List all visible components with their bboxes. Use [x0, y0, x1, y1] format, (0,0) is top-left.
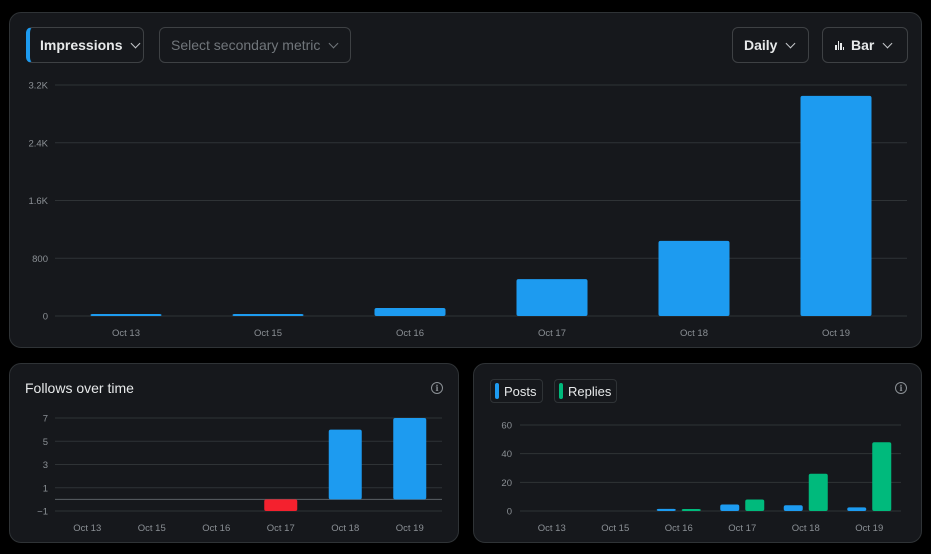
bar-replies [681, 509, 701, 511]
x-tick-label: Oct 17 [267, 523, 295, 534]
follows-chart: −1 1 3 5 7 Oct 13 Oct 15 Oct 16 Oct 17 Oct 18 Oct … [37, 414, 442, 534]
x-tick-label: Oct 18 [792, 523, 820, 534]
bar-impressions [658, 240, 730, 316]
replies-swatch [559, 383, 563, 399]
chart-type-label: Bar [851, 37, 875, 53]
x-tick-label: Oct 13 [73, 523, 101, 534]
bar-posts [720, 504, 740, 511]
x-tick-label: Oct 18 [331, 523, 359, 534]
bar-posts [783, 505, 803, 511]
bar-replies [808, 473, 828, 511]
bar-impressions [516, 279, 588, 316]
primary-metric-label: Impressions [40, 37, 123, 53]
y-tick-label: 3.2K [28, 81, 48, 92]
x-tick-label: Oct 13 [538, 523, 566, 534]
x-tick-label: Oct 15 [254, 328, 282, 339]
bar-value [328, 429, 362, 500]
bar-posts [656, 508, 676, 511]
y-tick-label: 60 [501, 421, 512, 432]
x-tick-label: Oct 17 [538, 328, 566, 339]
bar-replies [745, 499, 765, 511]
legend-posts-label: Posts [504, 383, 537, 399]
follows-panel: Follows over time i −1 1 3 5 7 Oct 13 Oct 15 Oc… [9, 363, 459, 543]
info-icon[interactable]: i [431, 382, 443, 394]
bar-posts [847, 507, 867, 511]
interval-label: Daily [744, 37, 778, 53]
y-tick-label: 800 [32, 254, 48, 265]
posts-replies-panel: Posts Replies i 0 20 40 60 Oct 13 Oct 15 Oct 1… [473, 363, 922, 543]
bar-chart-icon [835, 40, 844, 50]
legend-replies-label: Replies [568, 383, 612, 399]
x-tick-label: Oct 15 [601, 523, 629, 534]
y-tick-label: 2.4K [28, 138, 48, 149]
x-tick-label: Oct 16 [202, 523, 230, 534]
bar-value [393, 418, 427, 500]
secondary-metric-placeholder: Select secondary metric [171, 37, 321, 53]
y-tick-label: 40 [501, 449, 512, 460]
y-tick-label: 3 [43, 460, 48, 471]
x-tick-label: Oct 19 [822, 328, 850, 339]
y-tick-label: 0 [43, 312, 48, 323]
x-tick-label: Oct 19 [855, 523, 883, 534]
y-tick-label: 0 [507, 507, 512, 518]
impressions-panel: Impressions Select secondary metric Dail… [9, 12, 922, 348]
legend-posts[interactable]: Posts [490, 379, 543, 403]
posts-swatch [495, 383, 499, 399]
x-tick-label: Oct 13 [112, 328, 140, 339]
legend-replies[interactable]: Replies [554, 379, 618, 403]
bar-impressions [374, 308, 446, 316]
impressions-chart: 0 800 1.6K 2.4K 3.2K Oct 13 Oct 15 Oct 16 Oct 17… [28, 81, 907, 339]
x-tick-label: Oct 16 [396, 328, 424, 339]
y-tick-label: −1 [37, 507, 48, 518]
posts-replies-chart: 0 20 40 60 Oct 13 Oct 15 Oct 16 Oct 17 Oct 18 Oct… [501, 421, 901, 534]
y-tick-label: 1.6K [28, 196, 48, 207]
info-icon[interactable]: i [895, 382, 907, 394]
bar-impressions [800, 95, 872, 316]
primary-metric-dropdown[interactable]: Impressions [26, 27, 144, 63]
interval-dropdown[interactable]: Daily [732, 27, 809, 63]
x-tick-label: Oct 15 [138, 523, 166, 534]
x-tick-label: Oct 17 [728, 523, 756, 534]
bar-replies [872, 442, 892, 511]
y-tick-label: 20 [501, 478, 512, 489]
secondary-metric-dropdown[interactable]: Select secondary metric [159, 27, 351, 63]
bar-impressions [90, 314, 162, 316]
y-tick-label: 7 [43, 414, 48, 425]
bar-impressions [232, 314, 304, 316]
follows-title: Follows over time [25, 380, 134, 396]
x-tick-label: Oct 18 [680, 328, 708, 339]
x-tick-label: Oct 19 [396, 523, 424, 534]
bar-value [264, 499, 298, 511]
x-tick-label: Oct 16 [665, 523, 693, 534]
y-tick-label: 5 [43, 437, 48, 448]
chart-type-dropdown[interactable]: Bar [822, 27, 908, 63]
y-tick-label: 1 [43, 483, 48, 494]
